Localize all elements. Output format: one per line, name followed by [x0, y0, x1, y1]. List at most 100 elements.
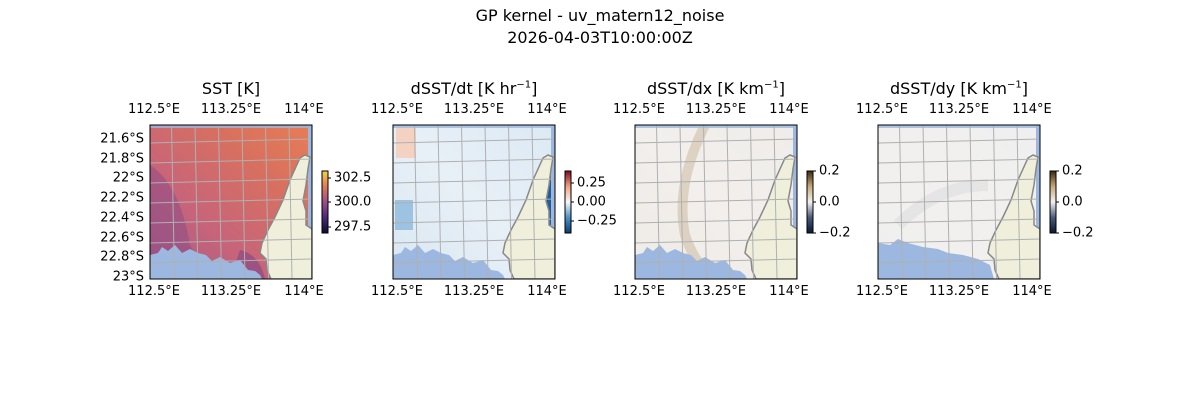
figure-subtitle: 2026-04-03T10:00:00Z	[507, 28, 693, 47]
x-tick-label-bottom: 113.25°E	[685, 284, 747, 299]
land-polygon	[987, 154, 1040, 279]
colorbar-tick-label: 0.0	[1062, 194, 1083, 210]
axes-frame	[877, 124, 1041, 280]
x-tick-label-top: 112.5°E	[613, 102, 665, 117]
y-tick-label: 22.4°S	[100, 210, 144, 226]
panel-title: dSST/dt [K hr−1]	[411, 79, 538, 98]
colorbar	[564, 170, 572, 234]
colorbar	[321, 170, 329, 234]
y-tick-label: 22°S	[112, 170, 144, 186]
map-panel-3	[634, 124, 798, 280]
y-tick-label: 22.6°S	[100, 230, 144, 245]
gridline-lon	[531, 125, 536, 279]
gridline-lon	[1016, 125, 1021, 279]
x-tick-label-top: 112.5°E	[128, 102, 180, 117]
gridline-lat	[150, 178, 312, 184]
gridline-lon	[218, 125, 222, 279]
colorbar-tick-label: −0.2	[819, 225, 851, 241]
x-tick-label-bottom: 112.5°E	[613, 284, 665, 299]
x-tick-label-bottom: 112.5°E	[371, 284, 423, 299]
x-tick-label-top: 113.25°E	[928, 102, 990, 117]
panel-title-exponent: −1	[1007, 79, 1022, 91]
axes-frame	[149, 124, 313, 280]
y-tick-label: 21.6°S	[100, 131, 144, 147]
x-tick-label-bottom: 114°E	[769, 284, 809, 299]
gridline-lat	[878, 238, 1040, 244]
y-tick-label: 21.8°S	[100, 151, 144, 167]
gridline-lat	[878, 198, 1040, 204]
gridline-lon	[508, 125, 512, 279]
land-polygon	[502, 154, 555, 279]
panel-title-end: ]	[531, 79, 538, 98]
gridline-lat	[635, 258, 797, 264]
x-tick-label-top: 114°E	[769, 102, 809, 117]
gridline-lat	[878, 258, 1040, 264]
x-tick-label-bottom: 112.5°E	[856, 284, 908, 299]
gridline-lat	[393, 258, 555, 264]
gridline-lat	[393, 158, 555, 164]
colorbar-tick-label: 0.2	[819, 163, 840, 179]
colorbar-tick-label: 0.0	[819, 194, 840, 210]
gridline-lat	[878, 158, 1040, 164]
panel-title-exponent: −1	[764, 79, 779, 91]
land-polygon	[259, 154, 312, 279]
gridline-lon	[750, 125, 754, 279]
gridline-lon	[969, 125, 974, 279]
panel-title-exponent: −1	[516, 79, 532, 91]
panel-title-text: dSST/dy [K km	[889, 79, 1008, 98]
x-tick-label-bottom: 113.25°E	[443, 284, 505, 299]
gridline-lat	[635, 218, 797, 224]
gridline-lat	[635, 178, 797, 184]
colorbar-tick-label: −0.25	[577, 213, 617, 229]
panel-title-end: ]	[1021, 79, 1029, 98]
gridline-lat	[635, 158, 797, 164]
panel-title: dSST/dy [K km−1]	[890, 79, 1028, 98]
x-tick-label-top: 112.5°E	[371, 102, 423, 117]
x-tick-label-bottom: 114°E	[527, 284, 567, 299]
x-tick-label-bottom: 114°E	[1012, 284, 1052, 299]
gridline-lat	[878, 138, 1040, 144]
gridline-lon	[265, 125, 269, 279]
colorbar-tick-label: 0.00	[577, 194, 606, 210]
x-tick-label-bottom: 114°E	[284, 284, 324, 299]
figure-title: GP kernel - uv_matern12_noise	[475, 6, 725, 25]
colorbar-tick-label: 300.0	[334, 194, 372, 210]
gridline-lat	[150, 218, 312, 224]
gridline-lat	[393, 218, 555, 224]
colorbar-tick-label: −0.2	[1062, 225, 1094, 241]
x-tick-label-top: 114°E	[1012, 102, 1052, 117]
map-panel-1	[149, 124, 313, 280]
gridline-lat	[393, 198, 555, 204]
colorbar-tick-label: 302.5	[334, 170, 372, 186]
gridline-lat	[150, 258, 312, 264]
gridline-lon	[993, 125, 997, 279]
y-tick-label: 22.8°S	[100, 249, 144, 265]
y-tick-label: 23°S	[112, 269, 144, 285]
x-tick-label-top: 113.25°E	[443, 102, 505, 117]
gridline-lat	[635, 198, 797, 204]
colorbar	[1049, 170, 1057, 234]
panel-title-text: SST [K]	[201, 79, 261, 98]
panel-title: SST [K]	[202, 79, 260, 98]
panel-title-text: dSST/dx [K km	[646, 79, 765, 98]
panel-title-end: ]	[778, 79, 786, 98]
gridline-lat	[393, 138, 555, 144]
gridline-lat	[878, 218, 1040, 224]
axes-frame	[392, 124, 556, 280]
gridline-lon	[484, 125, 489, 279]
land-polygon	[744, 154, 797, 279]
x-tick-label-top: 113.25°E	[200, 102, 262, 117]
gridline-lat	[393, 238, 555, 244]
colorbar-tick-label: 0.2	[1062, 163, 1083, 179]
gridline-lon	[241, 125, 246, 279]
gridline-lat	[150, 138, 312, 144]
y-tick-label: 22.2°S	[100, 190, 144, 206]
x-tick-label-top: 113.25°E	[685, 102, 747, 117]
x-tick-label-top: 114°E	[527, 102, 567, 117]
x-tick-label-bottom: 112.5°E	[128, 284, 180, 299]
colorbar	[806, 170, 814, 234]
masked-ocean-region	[878, 239, 994, 279]
gridline-lon	[703, 125, 707, 279]
gridline-lat	[635, 238, 797, 244]
